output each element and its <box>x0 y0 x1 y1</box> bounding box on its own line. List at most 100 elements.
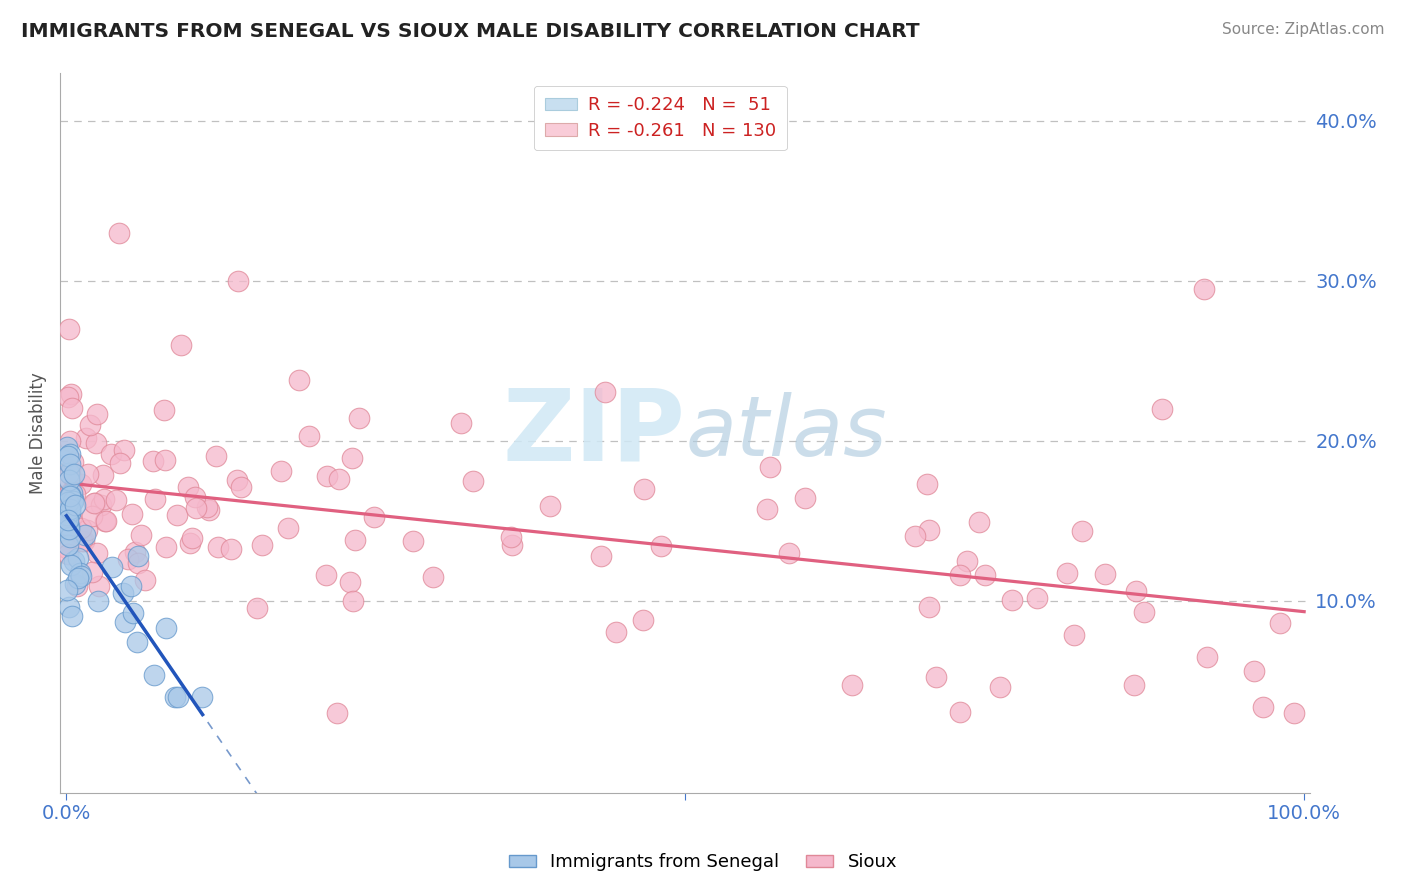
Point <box>62 494 84 508</box>
Point <box>58 473 80 487</box>
Point <box>59 506 82 520</box>
Point <box>70 569 93 583</box>
Point <box>915 477 938 491</box>
Point <box>401 534 423 549</box>
Point <box>918 523 941 537</box>
Point <box>56 548 79 562</box>
Point <box>1192 282 1215 296</box>
Point <box>1133 605 1156 619</box>
Point <box>328 472 350 486</box>
Point <box>58 519 80 533</box>
Point <box>177 480 200 494</box>
Point <box>59 505 82 519</box>
Point <box>94 514 117 528</box>
Point <box>127 556 149 570</box>
Point <box>60 387 83 401</box>
Point <box>60 609 83 624</box>
Point <box>59 467 82 482</box>
Point <box>315 469 337 483</box>
Point <box>77 467 100 481</box>
Point <box>66 578 89 592</box>
Point <box>343 533 366 547</box>
Point <box>501 538 523 552</box>
Point <box>207 540 229 554</box>
Point <box>56 542 79 557</box>
Legend: Immigrants from Senegal, Sioux: Immigrants from Senegal, Sioux <box>502 847 904 879</box>
Point <box>155 621 177 635</box>
Point <box>904 529 927 543</box>
Point <box>80 565 103 579</box>
Point <box>58 467 80 481</box>
Point <box>631 614 654 628</box>
Point <box>56 508 79 523</box>
Point <box>67 571 90 585</box>
Point <box>450 416 472 430</box>
Point <box>205 449 228 463</box>
Point <box>422 570 444 584</box>
Point <box>190 690 212 704</box>
Point <box>129 528 152 542</box>
Point <box>142 454 165 468</box>
Point <box>108 226 131 240</box>
Point <box>59 490 82 504</box>
Point <box>974 567 997 582</box>
Point <box>69 476 91 491</box>
Point <box>186 501 208 516</box>
Point <box>1268 616 1291 631</box>
Point <box>1094 567 1116 582</box>
Point <box>63 554 86 568</box>
Point <box>347 411 370 425</box>
Point <box>593 384 616 399</box>
Point <box>1251 700 1274 714</box>
Point <box>59 488 82 502</box>
Point <box>1056 566 1078 580</box>
Point <box>59 501 82 516</box>
Point <box>179 536 201 550</box>
Point <box>778 545 800 559</box>
Point <box>184 491 207 505</box>
Point <box>58 322 80 336</box>
Point <box>59 447 82 461</box>
Point <box>87 594 110 608</box>
Point <box>342 451 364 466</box>
Point <box>60 401 83 416</box>
Point <box>56 538 79 552</box>
Point <box>75 527 97 541</box>
Point <box>60 486 83 500</box>
Point <box>1197 650 1219 665</box>
Point <box>956 554 979 568</box>
Point <box>73 534 96 549</box>
Point <box>501 530 523 544</box>
Point <box>70 521 93 535</box>
Point <box>56 495 79 509</box>
Point <box>56 510 79 524</box>
Point <box>59 434 82 448</box>
Point <box>538 499 561 513</box>
Point <box>277 521 299 535</box>
Point <box>67 551 90 566</box>
Point <box>58 457 80 471</box>
Point <box>226 274 249 288</box>
Point <box>100 447 122 461</box>
Point <box>89 579 111 593</box>
Point <box>925 670 948 684</box>
Point <box>83 496 105 510</box>
Point <box>166 508 188 522</box>
Text: atlas: atlas <box>685 392 887 474</box>
Point <box>84 435 107 450</box>
Point <box>219 541 242 556</box>
Point <box>56 504 79 518</box>
Point <box>94 514 117 528</box>
Text: IMMIGRANTS FROM SENEGAL VS SIOUX MALE DISABILITY CORRELATION CHART: IMMIGRANTS FROM SENEGAL VS SIOUX MALE DI… <box>21 22 920 41</box>
Point <box>650 539 672 553</box>
Point <box>127 634 149 648</box>
Point <box>755 502 778 516</box>
Point <box>252 539 274 553</box>
Point <box>124 545 146 559</box>
Point <box>91 468 114 483</box>
Point <box>86 407 108 421</box>
Text: Source: ZipAtlas.com: Source: ZipAtlas.com <box>1222 22 1385 37</box>
Point <box>101 560 124 574</box>
Point <box>63 487 86 501</box>
Point <box>1025 591 1047 605</box>
